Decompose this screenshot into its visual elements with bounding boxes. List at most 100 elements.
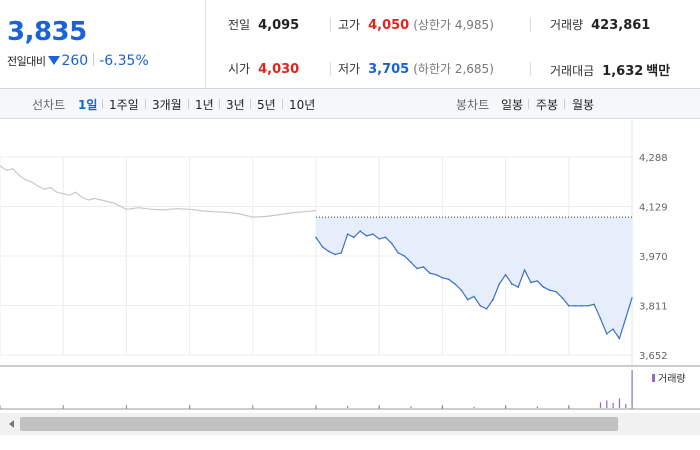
price-point — [549, 289, 551, 292]
price-point — [605, 333, 608, 335]
volume-bar — [599, 402, 602, 408]
price-point — [624, 317, 627, 320]
price-point — [416, 267, 418, 270]
period-daily-candle[interactable]: 일봉 — [501, 98, 524, 112]
price-point — [315, 236, 317, 239]
volume-bars — [315, 370, 633, 408]
open-label: 시가 — [228, 62, 251, 76]
price-point — [492, 298, 494, 301]
price-box: 3,835 전일대비 260 -6.35% — [0, 0, 206, 88]
divider — [188, 99, 189, 109]
y-tick-label: 4,129 — [639, 203, 668, 214]
price-point — [428, 272, 431, 274]
period-bar: 선차트 1일 1주일 3개월 1년 3년 5년 10년 봉차트 일봉 주봉 월봉 — [0, 89, 700, 119]
low-label: 저가 — [338, 62, 361, 76]
divider — [250, 99, 251, 109]
quote-panel: 3,835 전일대비 260 -6.35% 전일 4,095 고가 4,050 (상한가 … — [0, 0, 700, 89]
price-point — [568, 305, 570, 307]
period-monthly-candle[interactable]: 월봉 — [572, 98, 595, 112]
volume-legend-label: 거래량 — [658, 373, 686, 385]
volume-value: 423,861 — [591, 18, 651, 33]
volume-bar — [606, 400, 608, 408]
change-value: 260 — [61, 53, 89, 69]
divider — [530, 18, 531, 32]
prev-close-label: 전일 — [228, 18, 251, 32]
price-point — [618, 337, 621, 340]
x-axis-ticks — [0, 405, 633, 409]
price-point — [498, 283, 501, 285]
price-point — [321, 245, 324, 248]
high-value: 4,050 — [368, 18, 410, 33]
open-value: 4,030 — [258, 62, 300, 77]
volume-legend-swatch — [652, 374, 655, 382]
upper-limit-text: (상한가 4,985) — [413, 18, 494, 32]
volume-bar — [473, 406, 475, 408]
low-cell: 저가 3,705 (하한가 2,685) — [338, 60, 494, 77]
period-10years[interactable]: 10년 — [289, 98, 316, 112]
divider — [564, 99, 565, 109]
price-point — [435, 273, 437, 276]
change-row: 전일대비 260 -6.35% — [7, 53, 149, 69]
period-1week[interactable]: 1주일 — [109, 98, 139, 112]
y-tick-label: 3,970 — [639, 252, 668, 263]
price-point — [397, 252, 399, 254]
price-point — [403, 255, 406, 257]
line-chart-label: 선차트 — [32, 98, 66, 112]
divider — [93, 53, 95, 66]
price-point — [353, 236, 355, 239]
price-point — [561, 297, 564, 299]
price-point — [441, 276, 444, 279]
current-price: 3,835 — [7, 17, 87, 47]
price-point — [359, 230, 362, 232]
period-3months[interactable]: 3개월 — [152, 98, 182, 112]
volume-bar — [536, 406, 538, 408]
divider — [530, 62, 531, 76]
amount-label: 거래대금 — [550, 64, 595, 78]
price-point — [542, 286, 545, 288]
price-point — [631, 297, 633, 299]
volume-bar — [347, 406, 349, 408]
price-point — [580, 305, 583, 307]
y-tick-label: 4,288 — [639, 153, 668, 164]
amount-cell: 거래대금 1,632 백만 — [550, 60, 670, 79]
price-point — [530, 281, 532, 284]
volume-cell: 거래량 423,861 — [550, 16, 650, 33]
scrollbar-thumb[interactable] — [20, 417, 618, 431]
period-5years[interactable]: 5년 — [257, 98, 276, 112]
period-1year[interactable]: 1년 — [195, 98, 214, 112]
prev-close-cell: 전일 4,095 — [228, 16, 299, 33]
down-triangle-icon — [48, 56, 61, 65]
y-tick-label: 3,811 — [639, 302, 668, 313]
price-point — [555, 291, 557, 293]
price-point — [523, 269, 526, 271]
price-point — [365, 234, 368, 237]
change-label: 전일대비 — [7, 55, 46, 68]
price-point — [504, 273, 507, 276]
volume-bar — [618, 398, 621, 408]
price-point — [378, 238, 381, 240]
price-point — [372, 233, 374, 236]
period-weekly-candle[interactable]: 주봉 — [536, 98, 559, 112]
price-point — [466, 298, 469, 301]
today-price-points — [315, 230, 633, 340]
prev-close-value: 4,095 — [258, 18, 300, 33]
high-label: 고가 — [338, 18, 361, 32]
price-point — [334, 253, 336, 256]
price-point — [586, 305, 589, 307]
low-value: 3,705 — [368, 62, 410, 77]
today-fill-area — [316, 217, 632, 339]
price-point — [391, 242, 393, 245]
price-chart[interactable]: 4,288 4,129 3,970 3,811 3,652 거래량 — [0, 120, 700, 450]
scroll-left-arrow-icon[interactable] — [9, 420, 14, 428]
divider — [330, 62, 331, 76]
period-1day[interactable]: 1일 — [78, 98, 98, 112]
divider — [528, 99, 529, 109]
y-tick-label: 3,652 — [639, 351, 668, 362]
amount-unit: 백만 — [646, 64, 671, 79]
price-point — [454, 283, 456, 285]
volume-bar — [631, 370, 633, 408]
period-3years[interactable]: 3년 — [226, 98, 245, 112]
previous-day-line — [0, 165, 317, 218]
price-point — [346, 233, 349, 236]
amount-value: 1,632 — [602, 64, 644, 79]
